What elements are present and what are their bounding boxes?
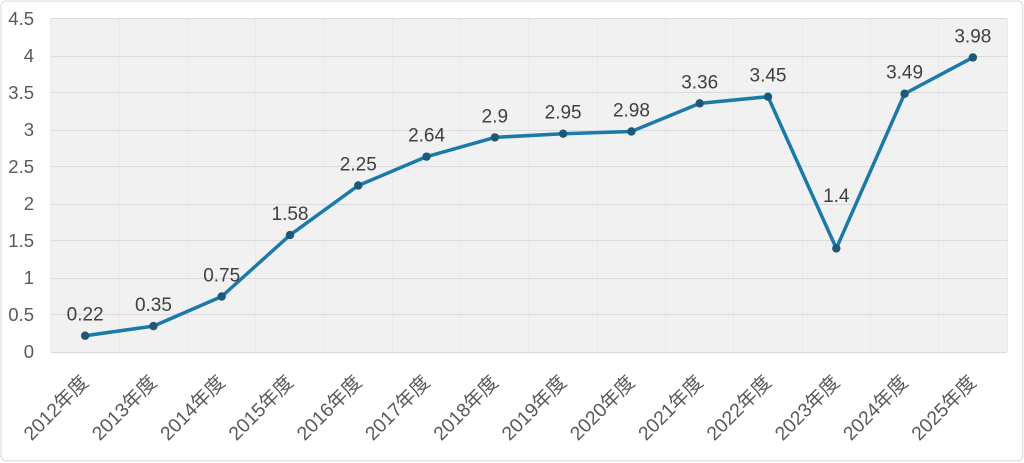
svg-text:2: 2 — [24, 193, 34, 214]
svg-text:2.95: 2.95 — [545, 103, 582, 124]
svg-text:0.5: 0.5 — [8, 304, 34, 325]
svg-text:2.5: 2.5 — [8, 156, 34, 177]
svg-text:1.58: 1.58 — [272, 204, 309, 225]
svg-text:0.22: 0.22 — [67, 305, 104, 326]
svg-text:0.35: 0.35 — [135, 295, 172, 316]
svg-text:4.5: 4.5 — [8, 8, 34, 29]
svg-text:1: 1 — [24, 267, 34, 288]
svg-text:0.75: 0.75 — [203, 266, 240, 287]
svg-text:2.98: 2.98 — [613, 101, 650, 122]
svg-text:3.36: 3.36 — [681, 72, 718, 93]
svg-text:1.4: 1.4 — [823, 186, 850, 207]
svg-text:2.25: 2.25 — [340, 155, 377, 176]
svg-text:2.9: 2.9 — [482, 106, 508, 127]
svg-text:3: 3 — [24, 119, 34, 140]
svg-text:0: 0 — [24, 341, 34, 362]
svg-text:2.64: 2.64 — [408, 126, 445, 147]
svg-text:3.45: 3.45 — [750, 66, 787, 87]
svg-text:1.5: 1.5 — [8, 230, 34, 251]
svg-text:3.98: 3.98 — [954, 27, 991, 48]
svg-text:4: 4 — [24, 45, 34, 66]
svg-text:3.5: 3.5 — [8, 82, 34, 103]
svg-text:3.49: 3.49 — [886, 63, 923, 84]
